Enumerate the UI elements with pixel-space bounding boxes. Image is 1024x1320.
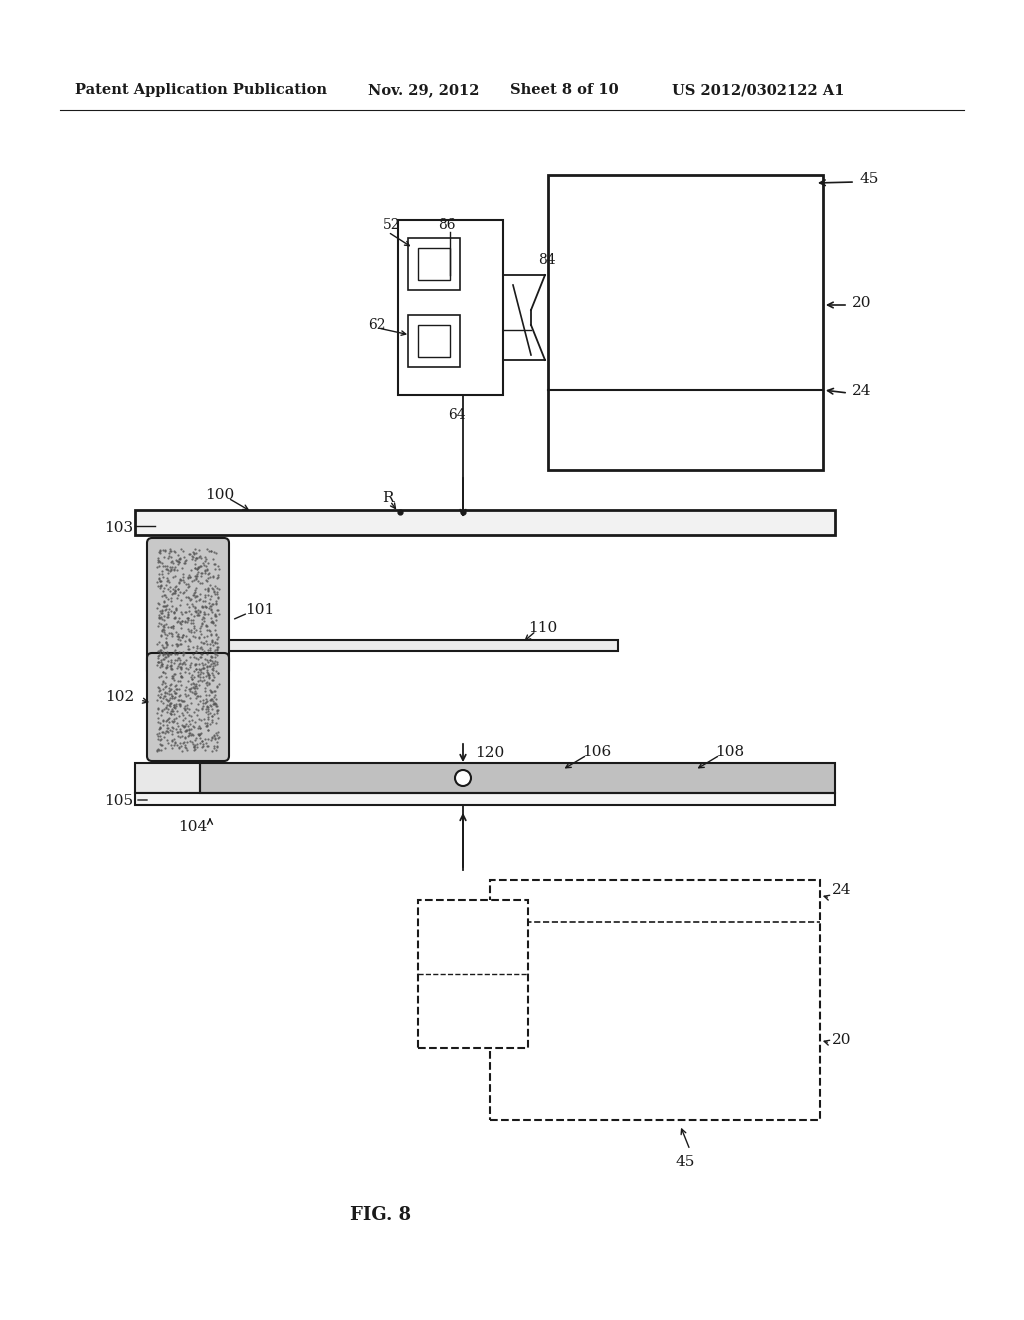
Text: Patent Application Publication: Patent Application Publication (75, 83, 327, 96)
Text: 24: 24 (852, 384, 871, 399)
Text: 103: 103 (104, 521, 133, 535)
Text: 45: 45 (675, 1155, 694, 1170)
Text: 86: 86 (438, 218, 456, 232)
Text: FIG. 8: FIG. 8 (350, 1206, 411, 1224)
Bar (408, 238, 460, 290)
Text: R: R (382, 491, 393, 506)
Bar (548, 176, 823, 470)
Text: 110: 110 (528, 620, 557, 635)
Text: 104: 104 (178, 820, 207, 834)
Bar (155, 657, 221, 668)
Text: 102: 102 (105, 690, 134, 704)
Text: 101: 101 (245, 603, 274, 616)
Text: 84: 84 (538, 253, 556, 267)
Text: 108: 108 (715, 744, 744, 759)
Bar (135, 510, 835, 535)
Bar (418, 900, 528, 1048)
Circle shape (455, 770, 471, 785)
Text: US 2012/0302122 A1: US 2012/0302122 A1 (672, 83, 845, 96)
Text: Nov. 29, 2012: Nov. 29, 2012 (368, 83, 479, 96)
Bar (418, 248, 450, 280)
Text: 100: 100 (205, 488, 234, 502)
FancyBboxPatch shape (147, 653, 229, 762)
Bar (398, 220, 503, 395)
Bar (155, 543, 221, 553)
Bar (155, 746, 221, 756)
Bar (195, 640, 618, 651)
Text: 62: 62 (368, 318, 385, 333)
Bar (135, 763, 200, 793)
Text: 20: 20 (852, 296, 871, 310)
Text: 24: 24 (831, 883, 852, 898)
Bar (135, 793, 835, 805)
Text: 52: 52 (383, 218, 400, 232)
Text: 45: 45 (860, 172, 880, 186)
Bar (200, 763, 835, 793)
Bar (155, 661, 221, 671)
Text: 105: 105 (104, 795, 133, 808)
Text: 106: 106 (582, 744, 611, 759)
Bar (408, 315, 460, 367)
Text: 120: 120 (475, 746, 504, 760)
Bar (418, 325, 450, 356)
FancyBboxPatch shape (147, 539, 229, 676)
Text: Sheet 8 of 10: Sheet 8 of 10 (510, 83, 618, 96)
Bar (200, 763, 835, 793)
Text: 64: 64 (449, 408, 466, 422)
Bar (490, 880, 820, 1119)
Text: 20: 20 (831, 1034, 852, 1047)
